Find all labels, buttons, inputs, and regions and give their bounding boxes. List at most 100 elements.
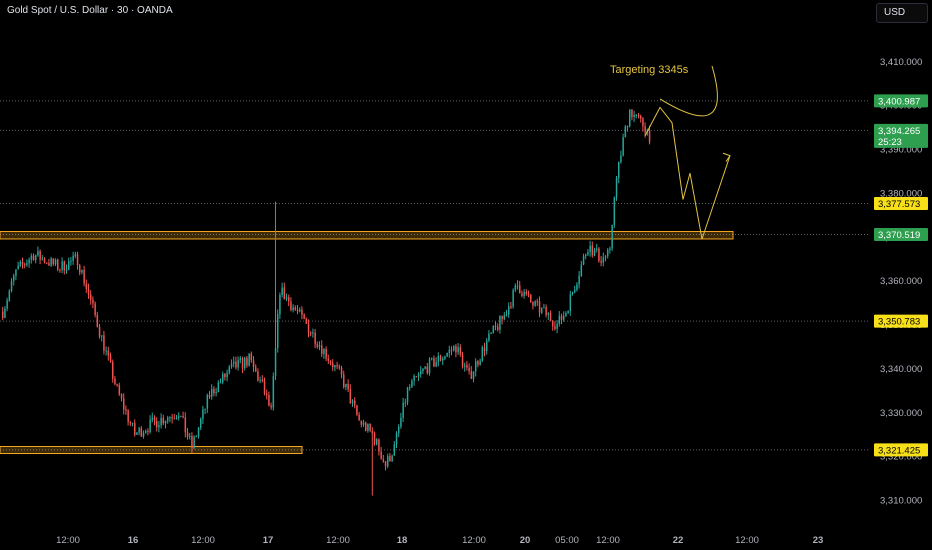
candle-body [180, 416, 182, 418]
candle-body [516, 285, 519, 287]
candle-body [541, 308, 543, 313]
candles [2, 109, 651, 496]
candle-body [239, 358, 242, 360]
candle-body [343, 374, 345, 388]
candle-body [230, 363, 233, 367]
price-tag-label: 3,350.783 [878, 317, 920, 328]
candle-body [57, 259, 59, 270]
candle-body [13, 275, 15, 281]
candle-body [290, 301, 292, 311]
projection-zigzag [644, 106, 731, 240]
candle-body [426, 366, 429, 374]
candle-body [400, 417, 402, 427]
x-tick-label: 20 [520, 535, 531, 546]
candle-body [373, 433, 376, 445]
candle-body [466, 365, 468, 368]
candle-body [580, 264, 583, 277]
candle-body [318, 345, 321, 347]
candle-body [380, 451, 382, 460]
candle-body [32, 255, 35, 261]
candle-body [182, 416, 184, 418]
currency-button[interactable]: USD [876, 3, 928, 23]
candle-body [325, 348, 327, 359]
candle-body [153, 417, 156, 422]
candle-body [387, 456, 389, 467]
candle-body [404, 402, 407, 404]
x-tick-label: 17 [263, 535, 274, 546]
candle-body [149, 419, 151, 432]
candle-body [116, 384, 118, 386]
candle-body [538, 301, 541, 313]
candle-body [640, 115, 642, 119]
candle-body [600, 260, 602, 263]
candle-body [197, 427, 200, 437]
candle-body [422, 368, 424, 372]
candle-body [442, 358, 444, 361]
candle-body [329, 360, 332, 364]
target-arc [659, 65, 718, 117]
candle-body [556, 323, 558, 329]
candle-body [140, 428, 143, 437]
candle-body [204, 408, 206, 410]
candle-body [459, 347, 462, 355]
candle-body [635, 114, 638, 116]
candle-body [369, 424, 371, 431]
candle-body [213, 388, 215, 394]
candle-body [136, 432, 138, 435]
candle-body [98, 326, 101, 337]
candle-body [620, 155, 622, 162]
candle-body [611, 225, 613, 249]
candle-body [598, 248, 600, 261]
candle-body [461, 354, 464, 367]
candle-body [323, 348, 325, 354]
annotation-text: Targeting 3345s [610, 64, 689, 76]
candle-body [101, 335, 103, 337]
candle-body [501, 315, 503, 320]
candle-body [15, 269, 17, 276]
candle-body [356, 405, 358, 415]
candle-body [360, 420, 363, 425]
candle-body [567, 311, 569, 314]
candle-body [316, 344, 319, 347]
candle-body [413, 376, 415, 381]
candle-body [246, 357, 248, 366]
candle-body [428, 359, 431, 374]
candle-body [26, 263, 28, 265]
candle-body [301, 309, 303, 315]
candle-body [589, 245, 591, 253]
candle-body [72, 255, 74, 261]
y-axis[interactable]: 3,310.000 3,320.000 3,330.000 3,340.000 3,35… [880, 0, 922, 507]
candle-body [76, 254, 79, 266]
candle-body [512, 290, 514, 307]
price-tag [874, 228, 928, 242]
candle-body [332, 363, 334, 368]
candle-body [186, 432, 189, 437]
price-tag-label: 3,370.519 [878, 230, 920, 241]
candle-body [633, 115, 635, 118]
candle-body [114, 378, 116, 385]
candle-body [574, 289, 576, 293]
candle-body [433, 358, 435, 367]
y-tick-label: 3,340.000 [880, 364, 922, 375]
x-tick-label: 22 [673, 535, 684, 546]
candle-body [283, 287, 286, 300]
x-tick-label: 12:00 [56, 535, 80, 546]
x-tick-label: 05:00 [555, 535, 579, 546]
candle-body [358, 414, 360, 421]
candle-body [10, 280, 13, 292]
candle-body [30, 255, 33, 260]
grid-lines [0, 100, 870, 451]
x-axis[interactable]: 12:00 16 12:00 17 12:00 18 12:00 20 05:00 12:00 22… [56, 535, 823, 546]
candle-body [406, 387, 409, 403]
candle-body [261, 379, 264, 381]
candle-body [270, 405, 272, 408]
candle-body [279, 294, 281, 315]
candle-body [21, 261, 24, 265]
y-tick-label: 3,310.000 [880, 496, 922, 507]
candle-body [563, 315, 565, 320]
y-tick-label: 3,330.000 [880, 408, 922, 419]
candle-body [514, 285, 517, 291]
candle-body [585, 254, 587, 257]
candle-body [519, 285, 521, 294]
